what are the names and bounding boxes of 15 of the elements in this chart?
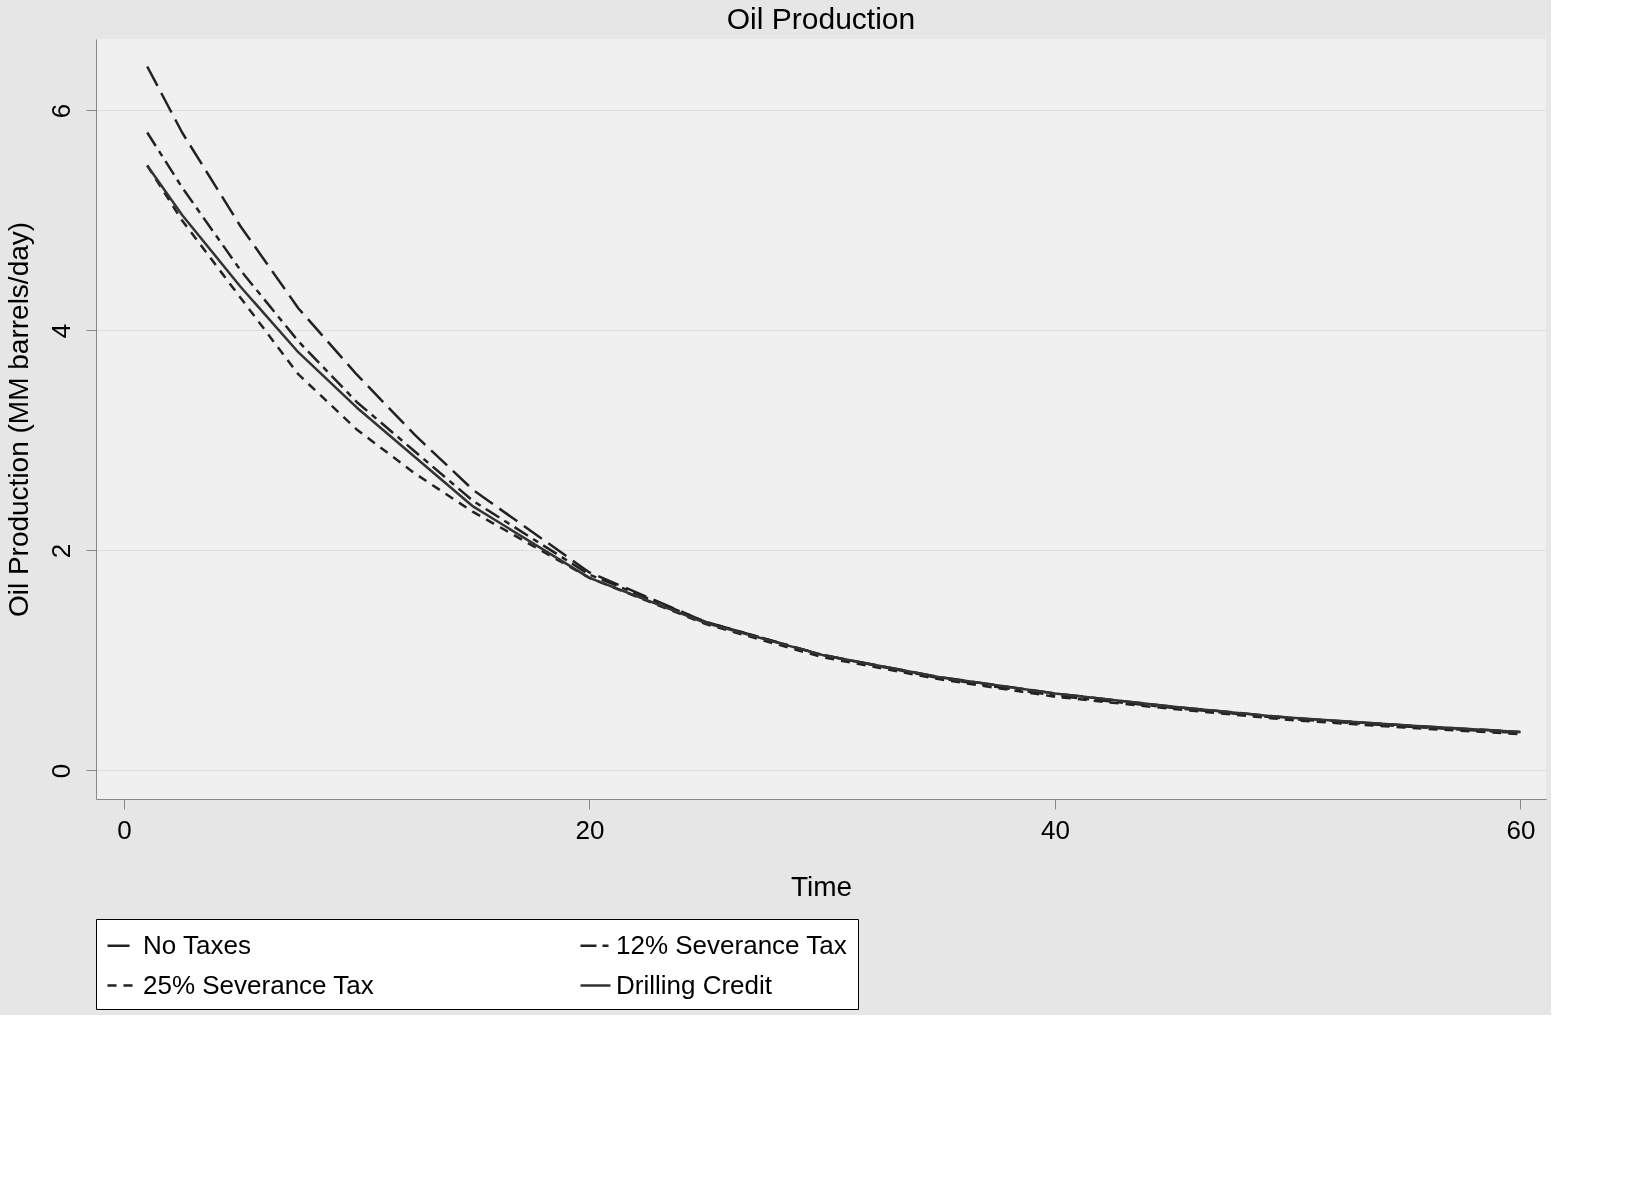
x-tick-label: 20 xyxy=(575,814,605,845)
y-tick-label: 4 xyxy=(45,323,76,339)
legend-label: No Taxes xyxy=(143,929,251,960)
legend-label: Drilling Credit xyxy=(616,969,773,1000)
y-tick-label: 2 xyxy=(45,543,76,559)
x-tick-label: 0 xyxy=(117,814,132,845)
x-tick-label: 60 xyxy=(1506,814,1536,845)
y-tick-label: 0 xyxy=(45,763,76,779)
x-axis-title: Time xyxy=(790,870,853,902)
legend-label: 25% Severance Tax xyxy=(143,969,374,1000)
y-tick-label: 6 xyxy=(45,103,76,119)
x-tick-label: 40 xyxy=(1040,814,1070,845)
legend-label: 12% Severance Tax xyxy=(616,929,847,960)
chart-title: Oil Production xyxy=(726,2,916,35)
y-axis-title: Oil Production (MM barrels/day) xyxy=(2,221,34,618)
